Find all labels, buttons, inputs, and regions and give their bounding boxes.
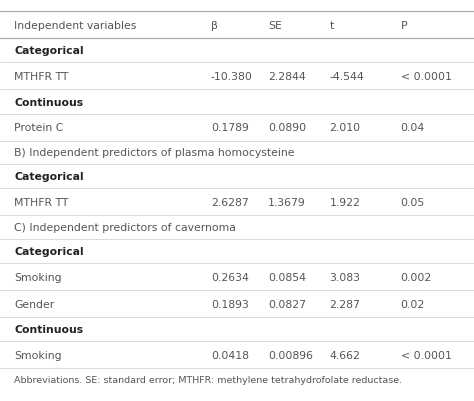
Text: -10.380: -10.380 <box>211 72 253 82</box>
Text: SE: SE <box>268 20 282 30</box>
Text: 0.1893: 0.1893 <box>211 299 249 309</box>
Text: Smoking: Smoking <box>14 272 62 282</box>
Text: 0.0890: 0.0890 <box>268 123 306 133</box>
Text: Independent variables: Independent variables <box>14 20 137 30</box>
Text: β: β <box>211 20 218 30</box>
Text: -4.544: -4.544 <box>329 72 364 82</box>
Text: 0.0854: 0.0854 <box>268 272 306 282</box>
Text: 0.02: 0.02 <box>401 299 425 309</box>
Text: 0.2634: 0.2634 <box>211 272 249 282</box>
Text: B) Independent predictors of plasma homocysteine: B) Independent predictors of plasma homo… <box>14 148 295 158</box>
Text: 0.1789: 0.1789 <box>211 123 249 133</box>
Text: 0.002: 0.002 <box>401 272 432 282</box>
Text: Smoking: Smoking <box>14 350 62 360</box>
Text: 2.287: 2.287 <box>329 299 360 309</box>
Text: 1.3679: 1.3679 <box>268 197 306 207</box>
Text: Categorical: Categorical <box>14 46 84 56</box>
Text: 0.0827: 0.0827 <box>268 299 306 309</box>
Text: 2.6287: 2.6287 <box>211 197 249 207</box>
Text: 0.04: 0.04 <box>401 123 425 133</box>
Text: < 0.0001: < 0.0001 <box>401 350 451 360</box>
Text: Categorical: Categorical <box>14 246 84 256</box>
Text: 2.2844: 2.2844 <box>268 72 306 82</box>
Text: 3.083: 3.083 <box>329 272 360 282</box>
Text: Protein C: Protein C <box>14 123 64 133</box>
Text: 0.00896: 0.00896 <box>268 350 313 360</box>
Text: 4.662: 4.662 <box>329 350 360 360</box>
Text: 0.05: 0.05 <box>401 197 425 207</box>
Text: Abbreviations. SE: standard error; MTHFR: methylene tetrahydrofolate reductase.: Abbreviations. SE: standard error; MTHFR… <box>14 375 402 384</box>
Text: 2.010: 2.010 <box>329 123 361 133</box>
Text: MTHFR TT: MTHFR TT <box>14 197 69 207</box>
Text: Continuous: Continuous <box>14 97 83 107</box>
Text: Continuous: Continuous <box>14 324 83 334</box>
Text: 0.0418: 0.0418 <box>211 350 249 360</box>
Text: Gender: Gender <box>14 299 55 309</box>
Text: < 0.0001: < 0.0001 <box>401 72 451 82</box>
Text: Categorical: Categorical <box>14 172 84 182</box>
Text: MTHFR TT: MTHFR TT <box>14 72 69 82</box>
Text: C) Independent predictors of cavernoma: C) Independent predictors of cavernoma <box>14 223 236 233</box>
Text: 1.922: 1.922 <box>329 197 360 207</box>
Text: P: P <box>401 20 407 30</box>
Text: t: t <box>329 20 334 30</box>
